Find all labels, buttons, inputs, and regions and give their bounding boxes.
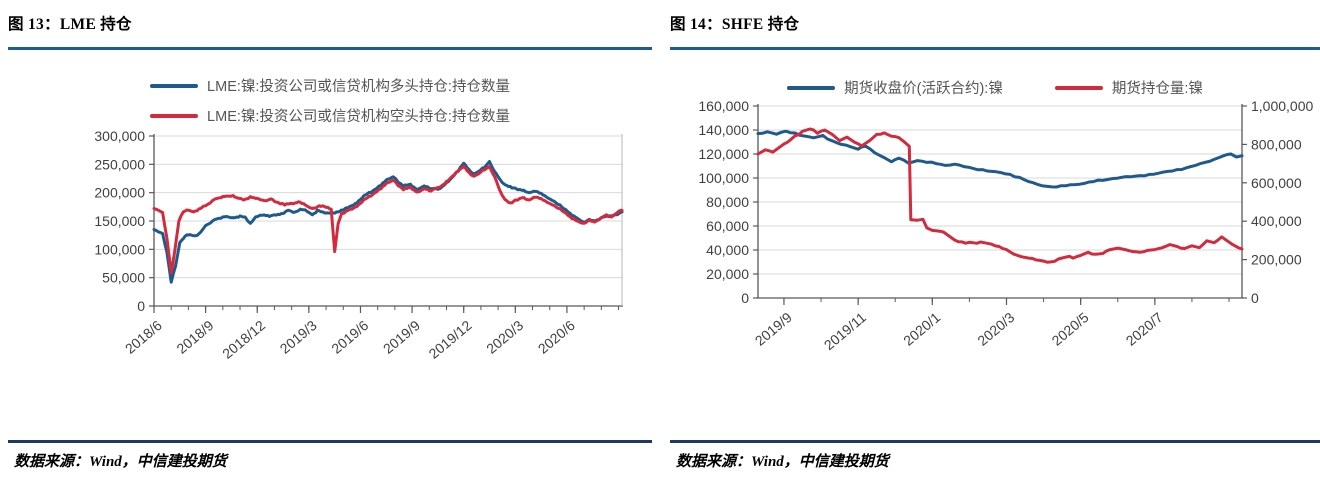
svg-text:2020/6: 2020/6: [535, 317, 578, 357]
svg-text:250,000: 250,000: [94, 156, 145, 172]
svg-text:0: 0: [137, 298, 145, 314]
svg-text:200,000: 200,000: [1251, 252, 1302, 268]
svg-text:80,000: 80,000: [706, 194, 749, 210]
svg-text:200,000: 200,000: [94, 185, 145, 201]
legend-label: LME:镍:投资公司或信贷机构空头持仓:持仓数量: [207, 109, 510, 125]
series-line: [152, 160, 624, 284]
svg-text:2020/7: 2020/7: [1123, 309, 1166, 349]
legend-item: 期货收盘价(活跃合约):镍: [787, 77, 1003, 98]
svg-text:1,000,000: 1,000,000: [1251, 100, 1313, 114]
legend-label: 期货收盘价(活跃合约):镍: [844, 81, 1003, 97]
svg-text:2019/9: 2019/9: [752, 309, 795, 349]
svg-text:2019/6: 2019/6: [328, 317, 371, 357]
svg-text:800,000: 800,000: [1251, 136, 1302, 152]
series-line: [756, 127, 1244, 264]
svg-text:2020/3: 2020/3: [974, 309, 1017, 349]
lme-legend: LME:镍:投资公司或信贷机构多头持仓:持仓数量 LME:镍:投资公司或信贷机构空…: [8, 75, 652, 126]
svg-text:2019/9: 2019/9: [380, 317, 423, 357]
svg-text:2018/12: 2018/12: [219, 317, 268, 362]
legend-item: LME:镍:投资公司或信贷机构空头持仓:持仓数量: [150, 105, 510, 126]
footer-rule: [670, 440, 1320, 443]
svg-text:300,000: 300,000: [94, 128, 145, 144]
svg-text:140,000: 140,000: [698, 122, 749, 138]
title-rule: [8, 47, 652, 50]
shfe-legend: 期货收盘价(活跃合约):镍 期货持仓量:镍: [670, 77, 1320, 98]
svg-text:400,000: 400,000: [1251, 213, 1302, 229]
svg-text:160,000: 160,000: [698, 100, 749, 114]
title-rule: [670, 47, 1320, 50]
svg-text:60,000: 60,000: [706, 218, 749, 234]
svg-text:150,000: 150,000: [94, 213, 145, 229]
svg-text:600,000: 600,000: [1251, 175, 1302, 191]
legend-item: LME:镍:投资公司或信贷机构多头持仓:持仓数量: [150, 75, 510, 96]
svg-text:2019/12: 2019/12: [426, 317, 475, 362]
legend-item: 期货持仓量:镍: [1054, 77, 1203, 98]
svg-text:20,000: 20,000: [706, 266, 749, 282]
svg-text:2020/3: 2020/3: [483, 317, 526, 357]
figure-title: 图 14：SHFE 持仓: [670, 16, 800, 33]
series-line: [756, 129, 1244, 189]
svg-text:2020/1: 2020/1: [900, 309, 943, 349]
legend-line-swatch: [787, 85, 836, 90]
svg-text:50,000: 50,000: [102, 270, 145, 286]
svg-text:0: 0: [1251, 290, 1259, 306]
legend-line-swatch: [150, 113, 199, 118]
svg-text:40,000: 40,000: [706, 242, 749, 258]
figure-title: 图 13：LME 持仓: [8, 16, 132, 33]
svg-text:100,000: 100,000: [698, 170, 749, 186]
svg-text:2019/11: 2019/11: [821, 309, 869, 353]
svg-text:2018/6: 2018/6: [122, 317, 165, 357]
legend-label: 期货持仓量:镍: [1111, 81, 1203, 97]
lme-position-chart: 0 50,000 100,000 150,000 200,000 250,000 300,0…: [94, 128, 624, 362]
svg-text:120,000: 120,000: [698, 146, 749, 162]
legend-line-swatch: [150, 83, 199, 88]
svg-text:0: 0: [741, 290, 749, 306]
data-source: 数据来源：Wind，中信建投期货: [676, 454, 889, 470]
figure-14-shfe: 图 14：SHFE 持仓 期货收盘价(活跃合约):镍 期货持仓量:镍 0 20,00…: [660, 0, 1320, 479]
shfe-position-chart: 0 20,000 40,000 60,000 80,000 100,000 120,000 1…: [698, 100, 1313, 353]
legend-line-swatch: [1054, 85, 1103, 90]
legend-label: LME:镍:投资公司或信贷机构多头持仓:持仓数量: [207, 79, 510, 95]
data-source: 数据来源：Wind，中信建投期货: [14, 454, 227, 470]
series-line: [152, 165, 624, 275]
svg-text:2019/3: 2019/3: [277, 317, 320, 357]
footer-rule: [8, 440, 652, 443]
svg-text:2020/5: 2020/5: [1049, 309, 1092, 349]
svg-text:100,000: 100,000: [94, 241, 145, 257]
figure-13-lme: 图 13：LME 持仓 LME:镍:投资公司或信贷机构多头持仓:持仓数量 LME:…: [0, 0, 652, 479]
svg-text:2018/9: 2018/9: [173, 317, 216, 357]
